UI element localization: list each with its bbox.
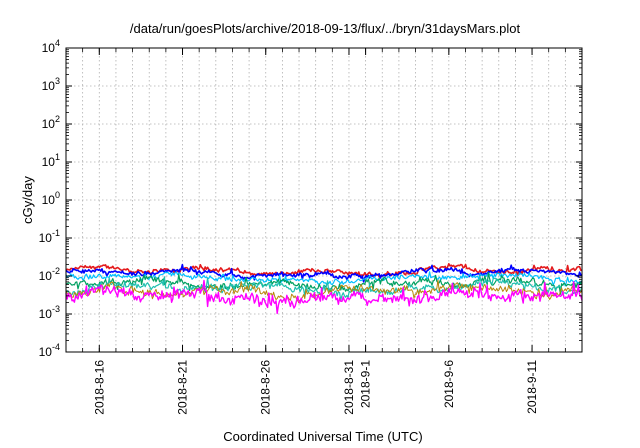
y-tick-label: 104 xyxy=(42,38,60,55)
y-tick-label: 10-4 xyxy=(39,342,60,359)
x-tick-label: 2018-8-31 xyxy=(342,360,356,415)
y-tick-label: 101 xyxy=(42,152,60,169)
y-axis: 10-4 10-3 10-2 10-1 100 101 102 103 104 xyxy=(39,38,582,359)
y-axis-label: cGy/day xyxy=(20,176,35,224)
x-tick-label: 2018-8-26 xyxy=(259,360,273,415)
y-tick-label: 10-1 xyxy=(39,228,60,245)
series-line xyxy=(65,275,583,301)
grid xyxy=(66,48,582,352)
series-group xyxy=(65,262,583,315)
y-tick-label: 102 xyxy=(42,114,60,131)
series-line xyxy=(65,279,583,315)
x-tick-label: 2018-8-21 xyxy=(176,360,190,415)
x-tick-label: 2018-9-11 xyxy=(525,360,539,414)
y-tick-label: 100 xyxy=(42,190,60,207)
x-axis: 2018-8-16 2018-8-21 2018-8-26 2018-8-31 2018… xyxy=(82,48,566,415)
x-tick-label: 2018-9-1 xyxy=(359,360,373,408)
chart-title: /data/run/goesPlots/archive/2018-09-13/f… xyxy=(130,21,521,36)
y-tick-label: 10-2 xyxy=(39,266,60,283)
y-tick-label: 10-3 xyxy=(39,304,60,321)
series-line xyxy=(65,263,583,283)
y-tick-label: 103 xyxy=(42,76,60,93)
series-line xyxy=(65,279,583,304)
x-tick-label: 2018-9-6 xyxy=(442,360,456,408)
x-axis-label: Coordinated Universal Time (UTC) xyxy=(223,429,422,444)
x-tick-label: 2018-8-16 xyxy=(92,360,106,415)
